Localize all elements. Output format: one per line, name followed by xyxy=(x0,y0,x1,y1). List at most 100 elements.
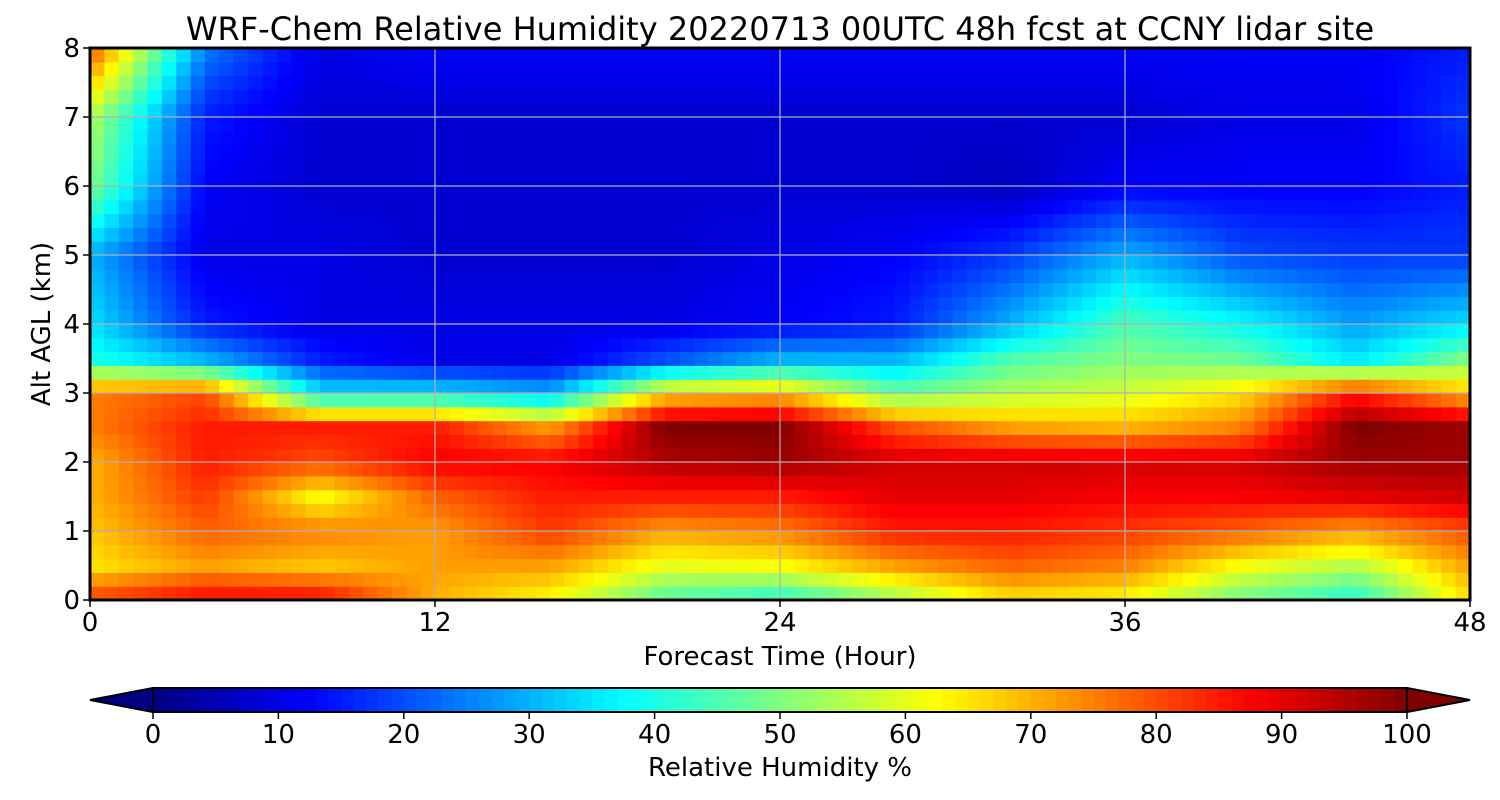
heatmap-cell xyxy=(995,186,1011,201)
heatmap-cell xyxy=(262,89,278,104)
heatmap-cell xyxy=(1053,448,1069,463)
heatmap-cell xyxy=(823,517,839,532)
heatmap-cell xyxy=(1398,241,1414,256)
heatmap-cell xyxy=(420,448,436,463)
heatmap-cell xyxy=(1182,117,1198,132)
heatmap-cell xyxy=(650,379,666,394)
heatmap-cell xyxy=(492,365,508,380)
heatmap-cell xyxy=(334,255,350,270)
heatmap-cell xyxy=(923,130,939,146)
heatmap-cell xyxy=(1211,158,1227,173)
heatmap-cell xyxy=(506,48,522,63)
heatmap-cell xyxy=(866,48,882,63)
heatmap-cell xyxy=(1311,434,1327,449)
heatmap-cell xyxy=(780,393,795,408)
heatmap-cell xyxy=(593,89,609,104)
heatmap-cell xyxy=(665,572,680,587)
heatmap-cell xyxy=(348,586,364,601)
heatmap-cell xyxy=(248,61,264,77)
heatmap-cell xyxy=(1211,531,1227,546)
heatmap-cell xyxy=(1398,351,1414,366)
heatmap-cell xyxy=(808,393,824,408)
heatmap-cell xyxy=(1383,213,1399,228)
heatmap-cell xyxy=(1196,227,1212,242)
heatmap-cell xyxy=(1412,255,1428,270)
heatmap-cell xyxy=(837,61,853,77)
heatmap-cell xyxy=(1225,144,1241,159)
heatmap-cell xyxy=(837,130,853,146)
heatmap-cell xyxy=(161,48,177,63)
heatmap-cell xyxy=(679,296,695,311)
heatmap-cell xyxy=(1168,61,1184,77)
heatmap-cell xyxy=(1153,213,1169,228)
heatmap-cell xyxy=(406,61,422,77)
heatmap-cell xyxy=(1081,213,1097,228)
heatmap-cell xyxy=(521,379,537,394)
heatmap-cell xyxy=(291,558,307,573)
heatmap-cell xyxy=(276,462,292,477)
heatmap-cell xyxy=(391,531,407,546)
heatmap-cell xyxy=(909,103,925,118)
heatmap-cell xyxy=(219,172,235,187)
heatmap-cell xyxy=(1383,144,1399,159)
heatmap-cell xyxy=(219,324,235,339)
heatmap-cell xyxy=(966,462,982,477)
heatmap-cell xyxy=(1067,199,1083,215)
heatmap-cell xyxy=(1311,117,1327,132)
heatmap-cell xyxy=(1426,61,1442,77)
heatmap-cell xyxy=(1196,310,1212,325)
heatmap-cell xyxy=(219,337,235,353)
heatmap-cell xyxy=(693,351,709,366)
heatmap-cell xyxy=(420,489,436,504)
heatmap-cell xyxy=(1081,351,1097,366)
heatmap-cell xyxy=(90,517,105,532)
heatmap-cell xyxy=(406,351,422,366)
heatmap-cell xyxy=(550,379,565,394)
heatmap-cell xyxy=(1455,103,1471,118)
heatmap-cell xyxy=(90,103,105,118)
heatmap-cell xyxy=(1383,475,1399,491)
heatmap-cell xyxy=(190,103,206,118)
heatmap-cell xyxy=(938,531,954,546)
heatmap-cell xyxy=(104,393,120,408)
heatmap-cell xyxy=(1311,282,1327,297)
heatmap-cell xyxy=(693,282,709,297)
heatmap-cell xyxy=(636,103,652,118)
heatmap-cell xyxy=(736,475,752,491)
heatmap-cell xyxy=(1340,558,1356,573)
heatmap-cell xyxy=(1125,89,1140,104)
heatmap-cell xyxy=(938,227,954,242)
heatmap-cell xyxy=(665,558,680,573)
heatmap-cell xyxy=(607,172,623,187)
heatmap-cell xyxy=(1081,186,1097,201)
heatmap-cell xyxy=(363,448,379,463)
heatmap-cell xyxy=(276,572,292,587)
colorbar-swatch xyxy=(742,688,756,712)
heatmap-cell xyxy=(1441,434,1457,449)
heatmap-cell xyxy=(966,531,982,546)
heatmap-cell xyxy=(1153,158,1169,173)
heatmap-cell xyxy=(1038,365,1054,380)
heatmap-cell xyxy=(276,503,292,518)
heatmap-cell xyxy=(966,89,982,104)
heatmap-cell xyxy=(492,213,508,228)
heatmap-cell xyxy=(435,117,450,132)
heatmap-cell xyxy=(1125,130,1140,146)
heatmap-cell xyxy=(1455,365,1471,380)
heatmap-cell xyxy=(1038,310,1054,325)
heatmap-cell xyxy=(521,337,537,353)
heatmap-cell xyxy=(1053,172,1069,187)
heatmap-cell xyxy=(1125,406,1140,422)
heatmap-cell xyxy=(1153,406,1169,422)
heatmap-cell xyxy=(133,89,149,104)
colorbar-swatch xyxy=(491,688,505,712)
heatmap-cell xyxy=(895,503,910,518)
heatmap-cell xyxy=(1139,337,1155,353)
heatmap-cell xyxy=(665,324,680,339)
heatmap-cell xyxy=(636,406,652,422)
heatmap-cell xyxy=(851,572,867,587)
heatmap-cell xyxy=(506,61,522,77)
heatmap-cell xyxy=(981,517,997,532)
heatmap-cell xyxy=(866,172,882,187)
colorbar-swatch xyxy=(316,688,330,712)
